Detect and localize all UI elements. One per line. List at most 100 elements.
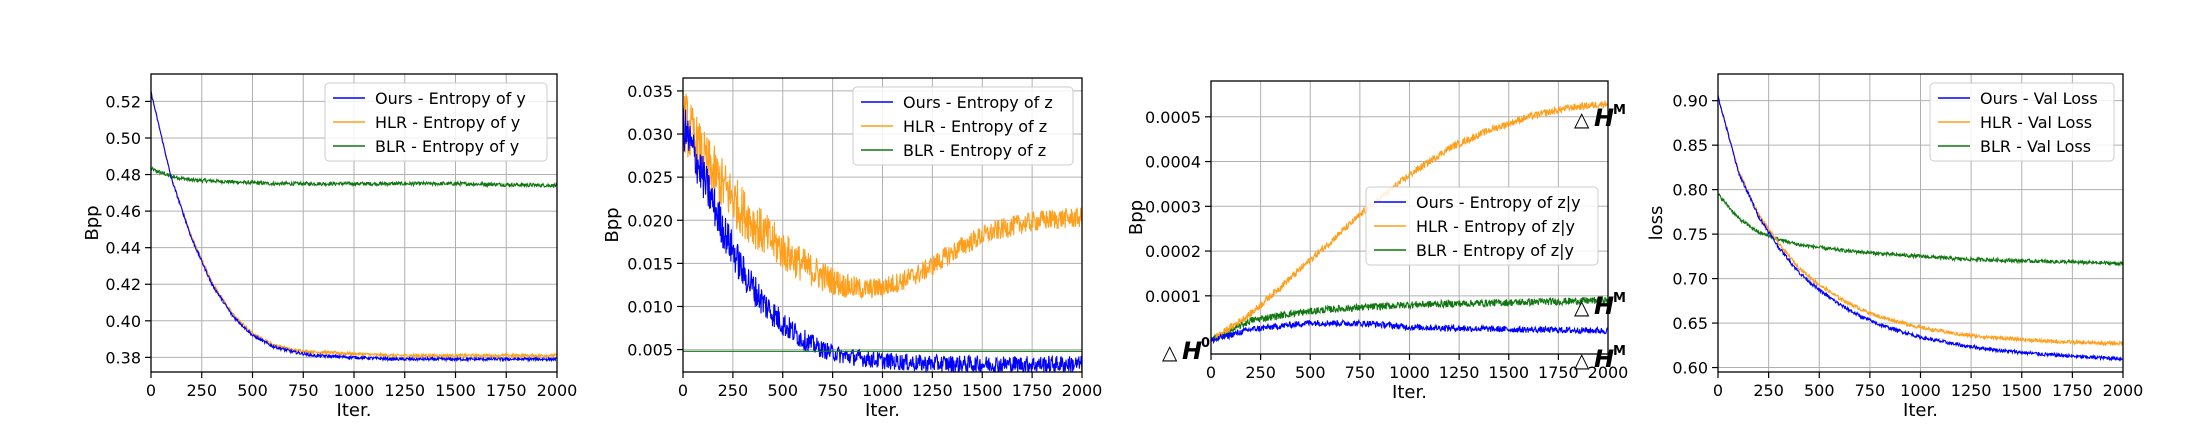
- legend-box: [1365, 186, 1599, 266]
- series-line-blue: [1211, 318, 1608, 345]
- x-tick-label: 1000: [334, 381, 375, 400]
- series-line-blue: [1718, 94, 2123, 362]
- annotation-h0: △ H0: [1162, 336, 1210, 365]
- y-tick-label: 0.48: [105, 166, 141, 185]
- x-tick-label: 1250: [1439, 363, 1480, 382]
- series-line-blue: [151, 90, 557, 363]
- delta-symbol: △: [1574, 348, 1590, 372]
- x-tick-label: 500: [1804, 381, 1835, 400]
- h-superscript: M: [1613, 103, 1626, 118]
- legend-entry: BLR - Entropy of z|y: [1416, 241, 1574, 260]
- x-axis-label: Iter.: [1392, 382, 1427, 403]
- legend-entry: HLR - Entropy of z: [903, 117, 1047, 136]
- y-tick-label: 0.025: [627, 168, 673, 187]
- axes-frame: [682, 77, 1083, 373]
- x-tick-label: 250: [1753, 381, 1784, 400]
- annotation-hm-top: △ HM: [1574, 103, 1626, 132]
- x-tick-label: 750: [817, 381, 848, 400]
- h-letter: H: [1594, 292, 1614, 320]
- x-tick-label: 1250: [384, 381, 425, 400]
- y-axis-label: loss: [1646, 206, 1667, 241]
- y-axis-label: Bpp: [1126, 200, 1147, 235]
- chart-panel-2: 0 250 500 750 1000 1250 1500 1750 2000 0.005 0.010…: [602, 77, 1103, 421]
- chart-panel-1: 0 250 500 750 1000 1250 1500 1750 2000 0.38 0.40 0.…: [82, 73, 578, 421]
- legend-entry: BLR - Entropy of y: [375, 137, 519, 156]
- legend-entry: Ours - Entropy of y: [375, 89, 526, 108]
- x-tick-label: 1500: [1488, 363, 1529, 382]
- h-superscript: M: [1613, 344, 1626, 359]
- x-tick-label: 2000: [1062, 381, 1103, 400]
- x-tick-label: 750: [288, 381, 319, 400]
- x-tick-label: 500: [1295, 363, 1326, 382]
- series-line-green: [1211, 295, 1608, 343]
- h-letter: H: [1182, 337, 1202, 365]
- x-tick-label: 2000: [537, 381, 578, 400]
- series-line-green: [151, 166, 557, 189]
- x-tick-label: 0: [678, 381, 688, 400]
- y-tick-label: 0.0005: [1145, 108, 1201, 127]
- y-tick-label: 0.65: [1672, 314, 1708, 333]
- y-tick-label: 0.85: [1672, 136, 1708, 155]
- y-tick-label: 0.010: [627, 297, 673, 316]
- y-tick-label: 0.030: [627, 125, 673, 144]
- legend-entry: HLR - Entropy of y: [375, 113, 520, 132]
- y-tick-label: 0.0002: [1145, 242, 1201, 261]
- x-tick-label: 1500: [435, 381, 476, 400]
- x-tick-label: 250: [1245, 363, 1276, 382]
- x-tick-label: 1750: [1012, 381, 1053, 400]
- x-tick-label: 1750: [486, 381, 527, 400]
- axes-frame: [1717, 73, 2124, 373]
- x-tick-label: 1000: [862, 381, 903, 400]
- x-tick-label: 750: [1345, 363, 1376, 382]
- y-tick-label: 0.38: [105, 348, 141, 367]
- legend: Ours - Entropy of y HLR - Entropy of y BLR…: [324, 82, 548, 162]
- legend-entry: HLR - Val Loss: [1980, 113, 2092, 132]
- annotation-hm-mid: △ HM: [1574, 291, 1626, 320]
- delta-symbol: △: [1162, 340, 1178, 364]
- annotation-hm-bottom: △ HM: [1574, 344, 1626, 373]
- legend-entry: Ours - Val Loss: [1980, 89, 2098, 108]
- h-superscript: 0: [1201, 336, 1210, 351]
- y-tick-label: 0.44: [105, 239, 141, 258]
- axes-frame: [1210, 80, 1609, 355]
- h-superscript: M: [1613, 291, 1626, 306]
- y-tick-label: 0.46: [105, 202, 141, 221]
- x-tick-label: 2000: [2103, 381, 2144, 400]
- legend-entry: Ours - Entropy of z: [903, 93, 1053, 112]
- series-line-orange: [1211, 100, 1608, 342]
- y-tick-label: 0.035: [627, 82, 673, 101]
- x-tick-label: 500: [237, 381, 268, 400]
- y-tick-label: 0.60: [1672, 359, 1708, 378]
- y-tick-label: 0.015: [627, 254, 673, 273]
- y-axis-label: Bpp: [602, 207, 623, 242]
- x-tick-label: 1750: [2052, 381, 2093, 400]
- series-line-green: [1718, 193, 2123, 267]
- legend-entry: HLR - Entropy of z|y: [1416, 217, 1575, 236]
- legend: Ours - Entropy of z HLR - Entropy of z BLR…: [852, 86, 1074, 166]
- x-tick-label: 750: [1855, 381, 1886, 400]
- y-tick-label: 0.020: [627, 211, 673, 230]
- y-tick-label: 0.40: [105, 312, 141, 331]
- series-line-orange: [1718, 95, 2123, 347]
- x-tick-label: 1250: [1951, 381, 1992, 400]
- chart-panel-4: 0 250 500 750 1000 1250 1500 1750 2000 0.60 0.65 0.…: [1646, 73, 2144, 421]
- delta-symbol: △: [1574, 295, 1590, 319]
- x-tick-label: 250: [718, 381, 749, 400]
- y-tick-label: 0.80: [1672, 181, 1708, 200]
- x-tick-label: 1250: [912, 381, 953, 400]
- y-tick-label: 0.70: [1672, 270, 1708, 289]
- x-tick-label: 1000: [1389, 363, 1430, 382]
- x-tick-label: 500: [767, 381, 798, 400]
- y-axis-label: Bpp: [82, 205, 103, 240]
- chart-panel-3: 0 250 500 750 1000 1250 1500 1750 2000 0.0001 0.00…: [1126, 80, 1628, 403]
- x-tick-label: 0: [1713, 381, 1723, 400]
- delta-symbol: △: [1574, 107, 1590, 131]
- legend-box: [324, 82, 548, 162]
- x-axis-label: Iter.: [865, 400, 900, 421]
- y-tick-label: 0.005: [627, 341, 673, 360]
- axes-frame: [150, 73, 558, 373]
- y-tick-label: 0.90: [1672, 92, 1708, 111]
- x-tick-label: 1500: [2001, 381, 2042, 400]
- legend-box: [852, 86, 1074, 166]
